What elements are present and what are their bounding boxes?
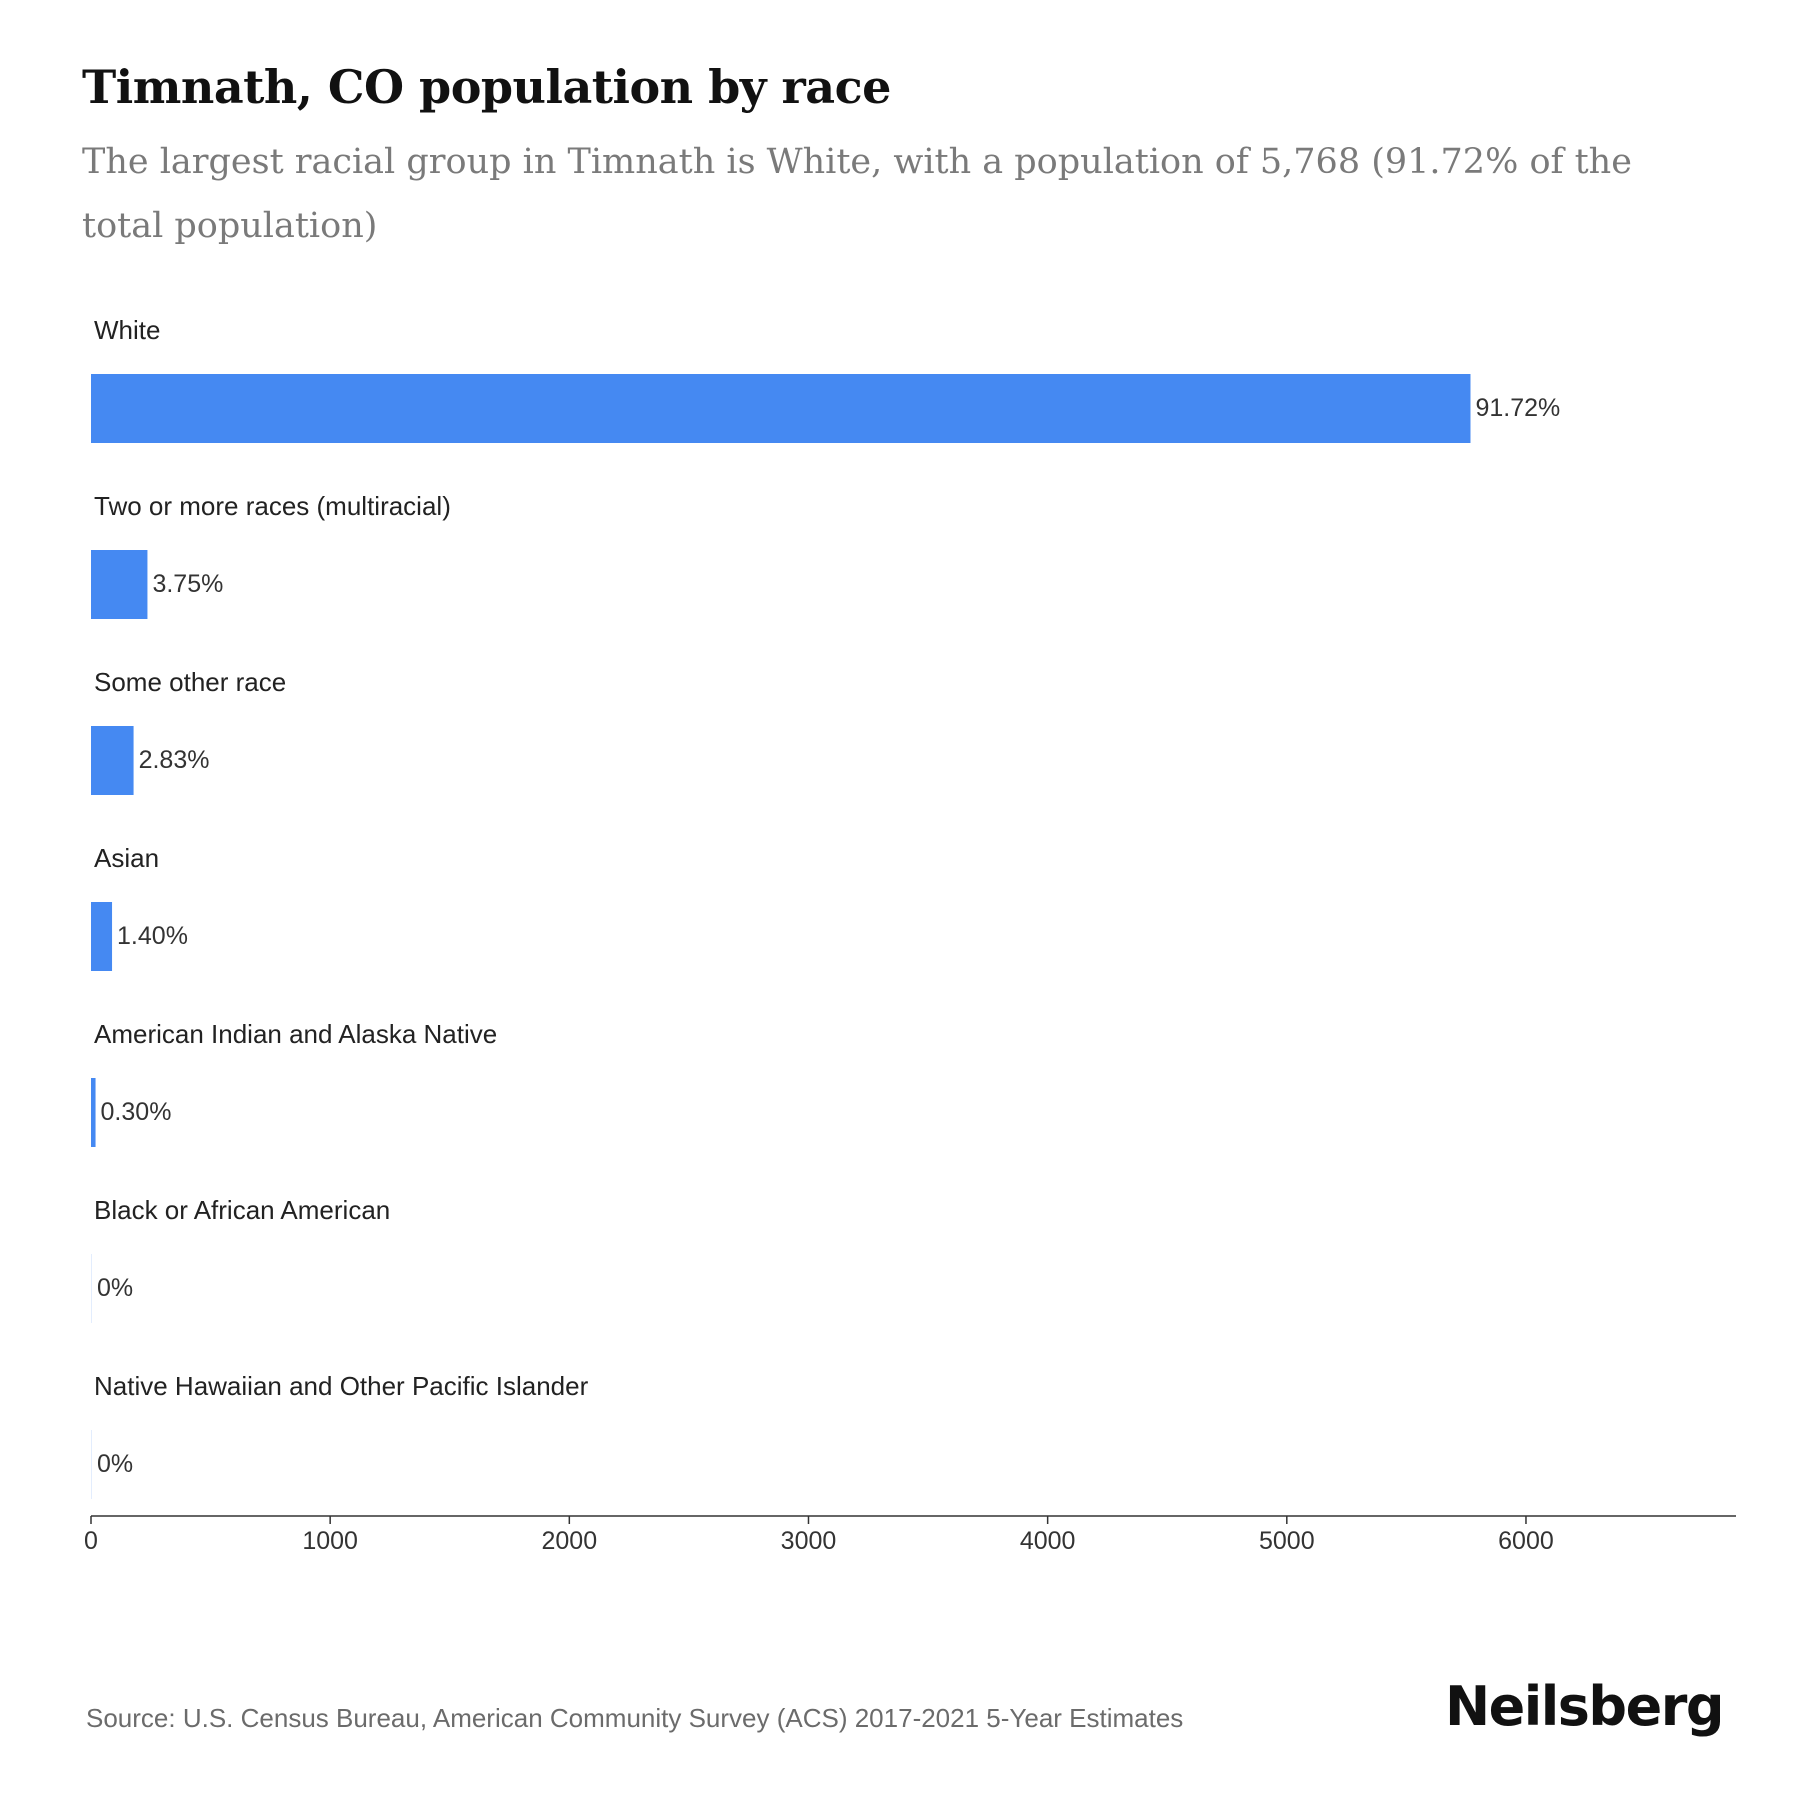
x-tick-label: 0 [84, 1527, 98, 1555]
category-label: Native Hawaiian and Other Pacific Island… [94, 1371, 589, 1401]
category-label: American Indian and Alaska Native [94, 1019, 497, 1049]
category-label: Some other race [94, 667, 286, 697]
bar [91, 1078, 96, 1147]
category-label: White [94, 315, 160, 345]
category-label: Asian [94, 843, 159, 873]
bar [91, 1254, 92, 1323]
x-tick-label: 5000 [1259, 1527, 1315, 1555]
brand-logo: Neilsberg [1444, 1675, 1725, 1738]
x-tick-label: 1000 [302, 1527, 358, 1555]
data-label: 2.83% [139, 746, 210, 774]
bar [91, 1430, 92, 1499]
source-note: Source: U.S. Census Bureau, American Com… [86, 1703, 1184, 1733]
data-label: 91.72% [1475, 394, 1560, 422]
chart-subtitle: The largest racial group in Timnath is W… [82, 142, 1632, 246]
data-label: 3.75% [152, 570, 223, 598]
bar-chart: White 91.72% Two or more races (multiracia… [84, 315, 1736, 1555]
bar [91, 374, 1471, 443]
data-label: 0% [97, 1450, 133, 1478]
data-label: 1.40% [117, 922, 188, 950]
x-tick-label: 6000 [1498, 1527, 1554, 1555]
x-tick-label: 3000 [781, 1527, 837, 1555]
category-label: Two or more races (multiracial) [94, 491, 451, 521]
data-label: 0.30% [101, 1098, 172, 1126]
chart-title: Timnath, CO population by race [82, 60, 891, 114]
data-label: 0% [97, 1274, 133, 1302]
x-tick-label: 4000 [1020, 1527, 1076, 1555]
bar [91, 902, 113, 971]
bar [91, 726, 134, 795]
bar [91, 550, 148, 619]
category-label: Black or African American [94, 1195, 390, 1225]
x-tick-label: 2000 [542, 1527, 598, 1555]
